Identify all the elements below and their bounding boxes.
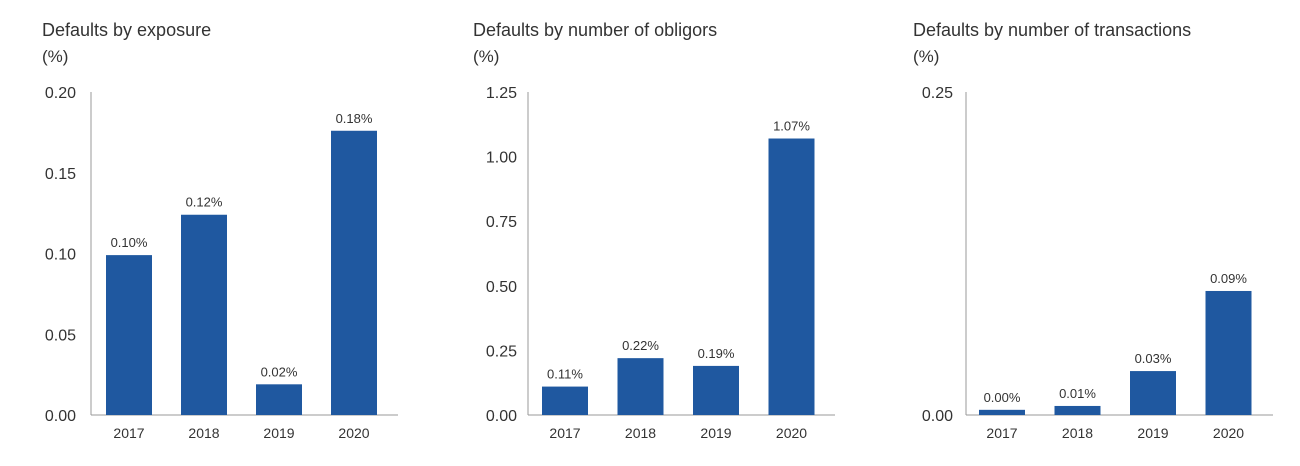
y-tick-label: 1.25 (486, 85, 517, 102)
x-category-label: 2019 (263, 425, 294, 441)
y-tick-label: 0.00 (45, 408, 76, 425)
data-label: 0.22% (622, 338, 659, 353)
bar-2018 (1054, 405, 1101, 415)
y-tick-label: 0.75 (486, 214, 517, 231)
bar-2018 (617, 358, 664, 415)
chart-exposure: 0.00 0.05 0.10 0.15 0.20 0.10% 2017 0.12% 2018 0.… (45, 85, 398, 441)
data-label: 0.19% (698, 346, 735, 361)
chart-unit: (%) (42, 47, 69, 66)
x-category-label: 2018 (188, 425, 219, 441)
x-category-label: 2018 (625, 425, 656, 441)
bar-2019 (693, 365, 739, 415)
chart-transactions: 0.00 0.25 0.00% 2017 0.01% 2018 0.03% 2019 0.09%… (922, 85, 1273, 441)
data-label: 0.18% (336, 111, 373, 126)
bar-2017 (542, 386, 588, 415)
y-tick-label: 0.50 (486, 279, 517, 296)
chart-title: Defaults by exposure (42, 20, 212, 40)
chart-unit: (%) (473, 47, 500, 66)
chart-panel-transactions: Defaults by number of transactions (%) 0… (913, 0, 1300, 466)
data-label: 0.01% (1059, 386, 1096, 401)
y-tick-label: 1.00 (486, 150, 517, 167)
data-label: 1.07% (773, 119, 810, 134)
y-tick-label: 0.20 (45, 85, 76, 102)
chart-panel-exposure: Defaults by exposure (%) 0.00 0.05 0.10 0.1… (42, 0, 462, 466)
chart-title: Defaults by number of transactions (913, 20, 1192, 40)
bar-2020 (768, 138, 815, 415)
y-tick-label: 0.10 (45, 247, 76, 264)
bar-2017 (106, 255, 152, 415)
y-tick-label: 0.00 (486, 408, 517, 425)
x-category-label: 2020 (1213, 425, 1244, 441)
data-label: 0.11% (547, 367, 583, 382)
x-category-label: 2017 (113, 425, 144, 441)
bar-2020 (331, 130, 377, 415)
y-tick-label: 0.15 (45, 166, 76, 183)
y-tick-label: 0.25 (486, 343, 517, 360)
data-label: 0.12% (186, 195, 223, 210)
x-category-label: 2019 (700, 425, 731, 441)
data-label: 0.10% (111, 235, 148, 250)
chart-title: Defaults by number of obligors (473, 20, 718, 40)
y-tick-label: 0.00 (922, 408, 953, 425)
bar-2017 (979, 409, 1025, 415)
chart-panel-obligors: Defaults by number of obligors (%) 0.00 0… (473, 0, 893, 466)
data-label: 0.00% (984, 390, 1021, 405)
x-category-label: 2017 (549, 425, 580, 441)
bar-2020 (1205, 290, 1252, 415)
chart-obligors: 0.00 0.25 0.50 0.75 1.00 1.25 0.11% 2017 0.22% 20… (486, 85, 835, 441)
bar-2018 (181, 214, 227, 415)
bar-2019 (256, 384, 302, 415)
x-category-label: 2020 (338, 425, 369, 441)
chart-unit: (%) (913, 47, 940, 66)
y-tick-label: 0.05 (45, 327, 76, 344)
x-category-label: 2017 (986, 425, 1017, 441)
y-tick-label: 0.25 (922, 85, 953, 102)
data-label: 0.02% (261, 364, 298, 379)
x-category-label: 2020 (776, 425, 807, 441)
x-category-label: 2019 (1137, 425, 1168, 441)
data-label: 0.09% (1210, 271, 1247, 286)
x-category-label: 2018 (1062, 425, 1093, 441)
bar-2019 (1130, 371, 1176, 415)
data-label: 0.03% (1135, 351, 1172, 366)
